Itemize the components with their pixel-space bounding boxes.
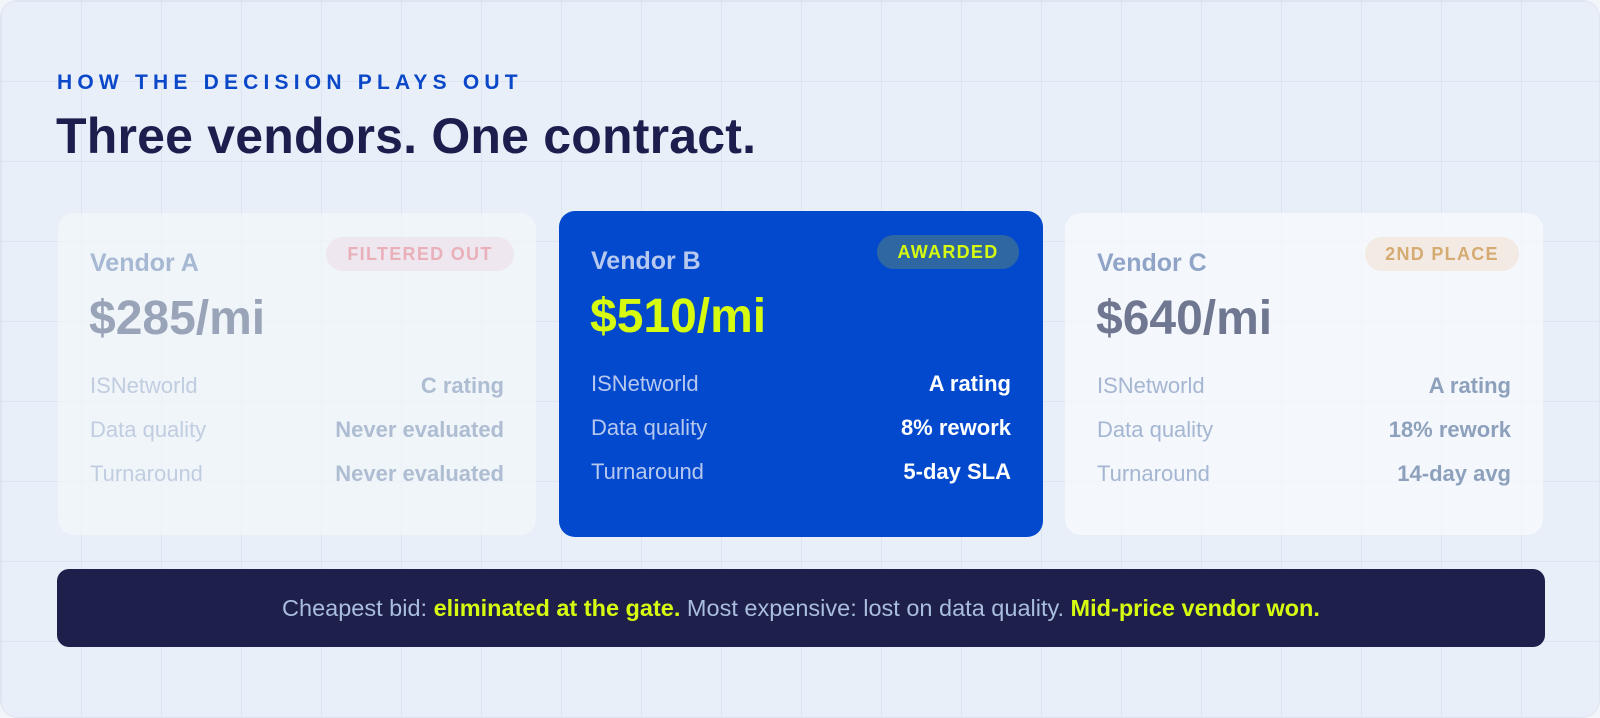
metric-value: 5-day SLA bbox=[903, 459, 1011, 484]
metric-row: Data quality 8% rework bbox=[591, 415, 1011, 459]
vendor-metrics: ISNetworld A rating Data quality 8% rewo… bbox=[591, 371, 1011, 503]
vendor-price: $640/mi bbox=[1096, 292, 1273, 345]
metric-value: C rating bbox=[420, 373, 504, 398]
status-badge: 2ND PLACE bbox=[1365, 237, 1519, 271]
metric-value: 18% rework bbox=[1388, 417, 1511, 442]
metric-value: 14-day avg bbox=[1397, 461, 1511, 486]
metric-label: Data quality bbox=[591, 415, 708, 440]
metric-label: ISNetworld bbox=[1097, 373, 1205, 398]
summary-highlight-1: eliminated at the gate. bbox=[433, 595, 681, 621]
metric-value: A rating bbox=[928, 371, 1011, 396]
metric-row: Turnaround 5-day SLA bbox=[591, 459, 1011, 503]
vendor-price: $510/mi bbox=[590, 290, 767, 343]
vendor-card-c: Vendor C 2ND PLACE $640/mi ISNetworld A … bbox=[1065, 213, 1543, 535]
metric-label: Turnaround bbox=[591, 459, 704, 484]
vendor-card-b: Vendor B AWARDED $510/mi ISNetworld A ra… bbox=[559, 211, 1043, 537]
summary-highlight-2: Mid-price vendor won. bbox=[1070, 595, 1320, 621]
vendor-name: Vendor C bbox=[1097, 249, 1207, 277]
metric-label: ISNetworld bbox=[591, 371, 699, 396]
metric-row: Turnaround 14-day avg bbox=[1097, 461, 1511, 505]
metric-label: Data quality bbox=[90, 417, 207, 442]
summary-text-2: Most expensive: lost on data quality. bbox=[680, 595, 1071, 621]
metric-row: Data quality Never evaluated bbox=[90, 417, 504, 461]
metric-row: ISNetworld C rating bbox=[90, 373, 504, 417]
metric-row: ISNetworld A rating bbox=[1097, 373, 1511, 417]
metric-row: ISNetworld A rating bbox=[591, 371, 1011, 415]
vendor-metrics: ISNetworld C rating Data quality Never e… bbox=[90, 373, 504, 505]
vendor-price: $285/mi bbox=[89, 292, 266, 345]
metric-label: Turnaround bbox=[90, 461, 203, 486]
metric-value: Never evaluated bbox=[335, 461, 504, 486]
page-title: Three vendors. One contract. bbox=[56, 108, 757, 164]
vendor-name: Vendor A bbox=[90, 249, 199, 277]
metric-row: Data quality 18% rework bbox=[1097, 417, 1511, 461]
metric-label: Data quality bbox=[1097, 417, 1214, 442]
metric-value: A rating bbox=[1428, 373, 1511, 398]
metric-row: Turnaround Never evaluated bbox=[90, 461, 504, 505]
section-eyebrow: HOW THE DECISION PLAYS OUT bbox=[57, 71, 523, 94]
metric-label: ISNetworld bbox=[90, 373, 198, 398]
metric-value: Never evaluated bbox=[335, 417, 504, 442]
summary-text-1: Cheapest bid: bbox=[282, 595, 434, 621]
status-badge: AWARDED bbox=[877, 235, 1019, 269]
vendor-metrics: ISNetworld A rating Data quality 18% rew… bbox=[1097, 373, 1511, 505]
metric-label: Turnaround bbox=[1097, 461, 1210, 486]
metric-value: 8% rework bbox=[900, 415, 1011, 440]
vendor-name: Vendor B bbox=[591, 247, 701, 275]
vendor-card-a: Vendor A FILTERED OUT $285/mi ISNetworld… bbox=[58, 213, 536, 535]
summary-banner: Cheapest bid: eliminated at the gate. Mo… bbox=[57, 569, 1545, 647]
status-badge: FILTERED OUT bbox=[326, 237, 514, 271]
